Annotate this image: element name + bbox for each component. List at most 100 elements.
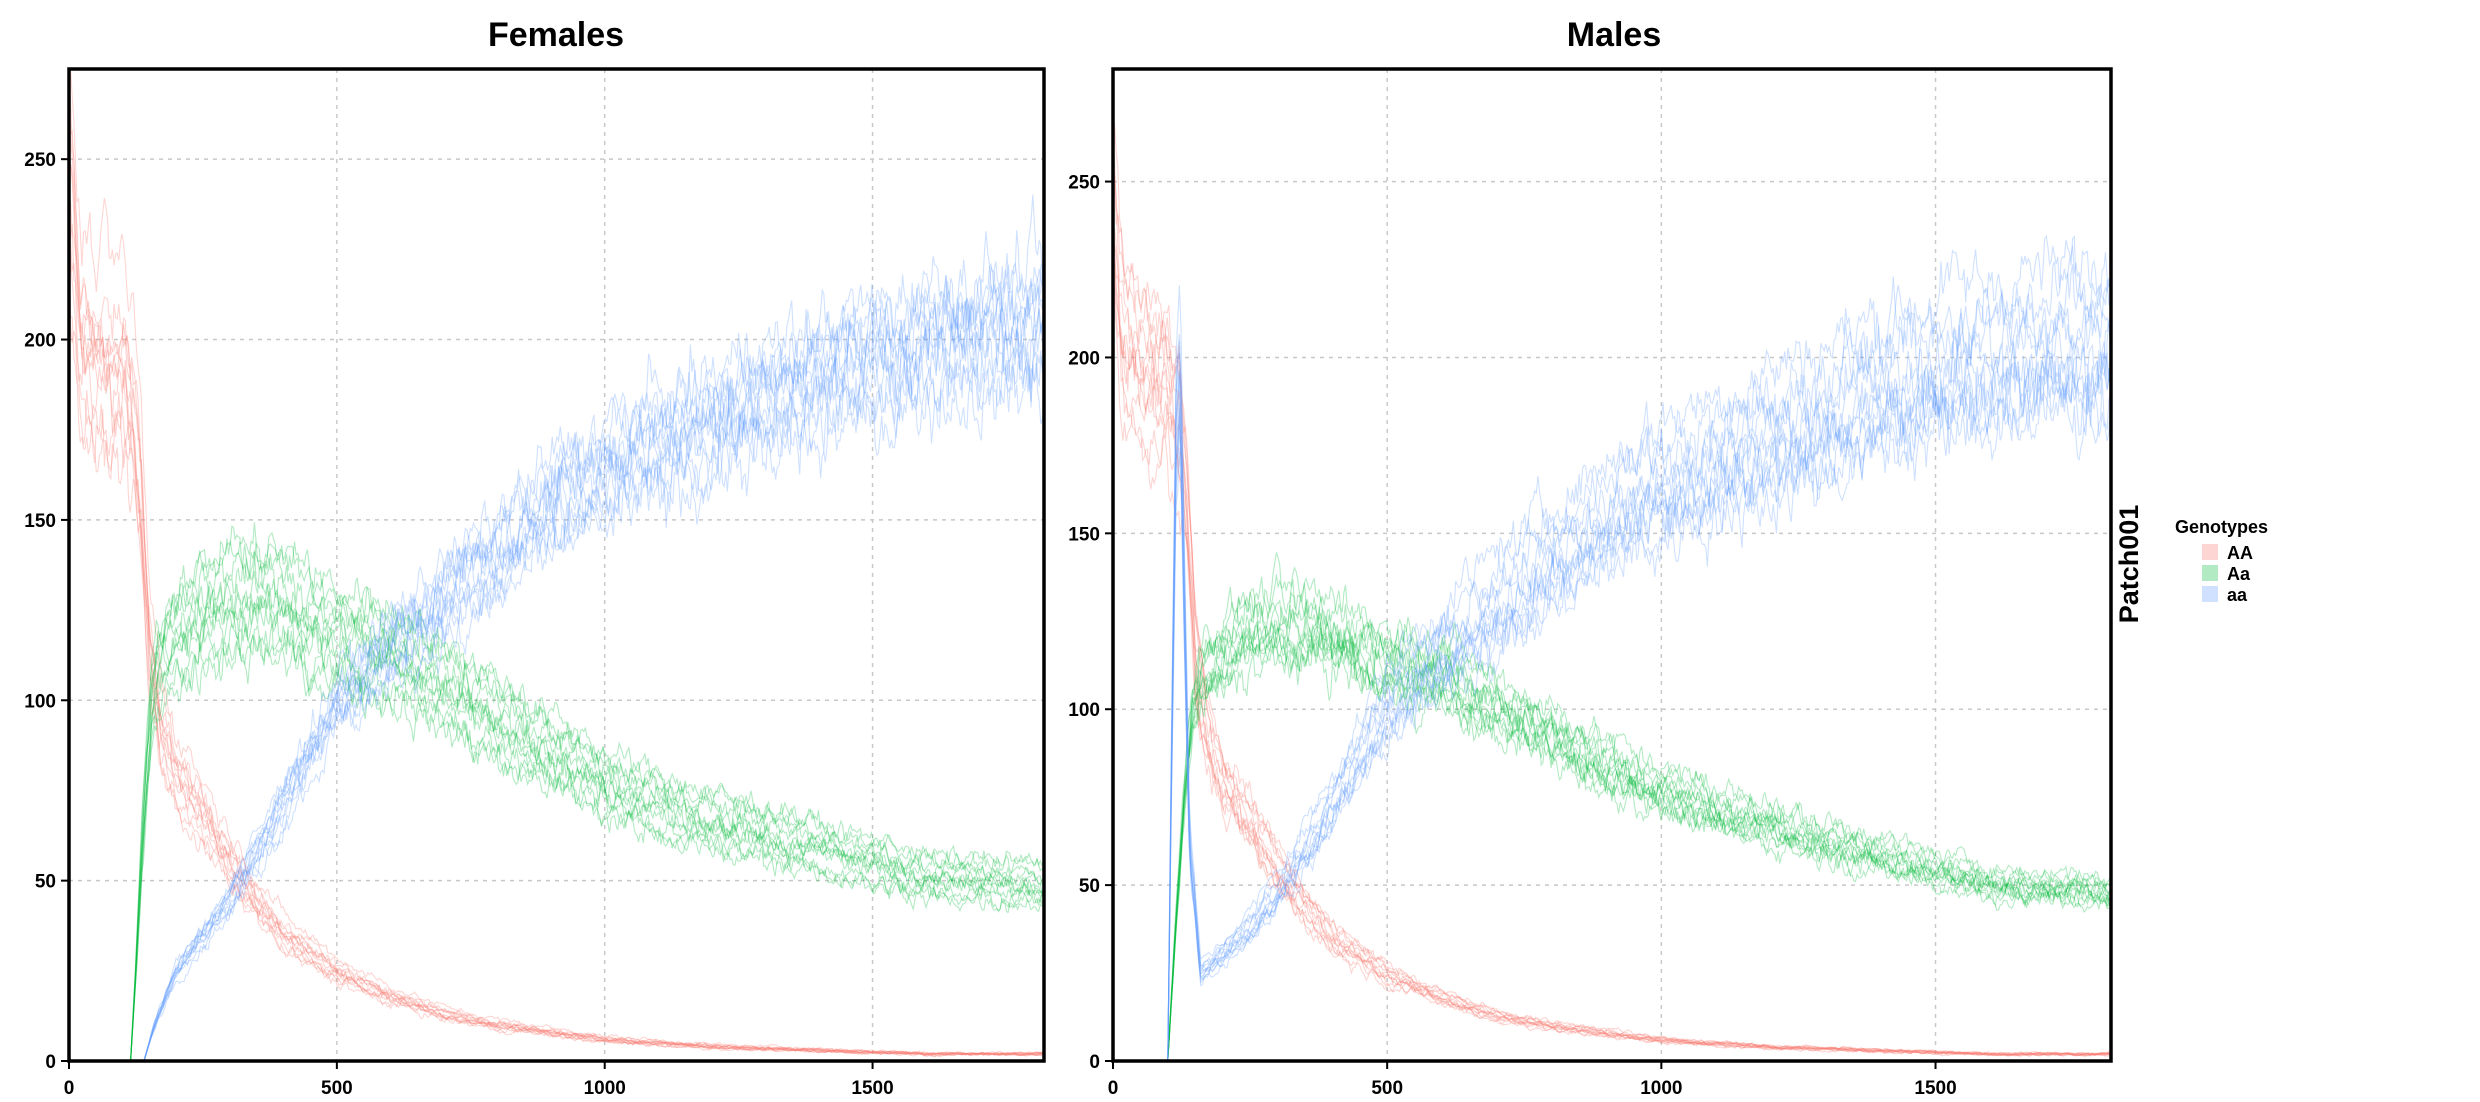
series-Aa bbox=[130, 522, 1044, 1061]
y-tick-label: 150 bbox=[24, 511, 56, 532]
series-line-AA bbox=[1113, 214, 2110, 1057]
series-line-aa bbox=[1167, 324, 2111, 1061]
legend-swatch bbox=[2202, 565, 2218, 581]
plot-frame bbox=[1111, 67, 2113, 1063]
series-line-Aa bbox=[1167, 604, 2111, 1061]
series-aa bbox=[143, 194, 1044, 1061]
series-line-Aa bbox=[1167, 591, 2111, 1061]
legend-item-aa-homozygous-recessive: aa bbox=[2202, 585, 2248, 605]
series-line-Aa bbox=[1167, 621, 2111, 1061]
series-line-AA bbox=[1113, 242, 2111, 1057]
series-line-AA bbox=[1113, 260, 2111, 1057]
series-line-aa bbox=[143, 261, 1044, 1061]
series-line-aa bbox=[1167, 326, 2111, 1061]
series-line-aa bbox=[143, 307, 1044, 1061]
legend-swatch bbox=[2202, 544, 2218, 560]
series-line-AA bbox=[1113, 175, 2111, 1056]
series-line-Aa bbox=[1167, 622, 2111, 1061]
legend-label: Aa bbox=[2227, 564, 2251, 584]
series-line-AA bbox=[1113, 237, 2111, 1057]
series-line-AA bbox=[69, 164, 1043, 1057]
legend-label: aa bbox=[2227, 585, 2248, 605]
series-line-AA bbox=[69, 261, 1044, 1057]
series-line-aa bbox=[1167, 261, 2111, 1061]
legend-label: AA bbox=[2227, 543, 2253, 563]
x-tick-label: 500 bbox=[321, 1078, 353, 1099]
y-tick-label: 200 bbox=[1068, 348, 1100, 369]
x-tick-label: 500 bbox=[1371, 1078, 1403, 1099]
series-line-aa bbox=[143, 341, 1044, 1061]
legend-swatch bbox=[2202, 586, 2218, 602]
x-tick-label: 0 bbox=[64, 1078, 75, 1099]
series-line-Aa bbox=[130, 583, 1044, 1061]
series-line-Aa bbox=[130, 624, 1044, 1061]
series-line-aa bbox=[1167, 346, 2111, 1061]
legend: Genotypes AA Aa aa bbox=[2175, 517, 2268, 605]
series-group bbox=[1113, 124, 2111, 1061]
series-group bbox=[69, 69, 1044, 1061]
series-line-Aa bbox=[130, 544, 1044, 1061]
y-tick-label: 100 bbox=[24, 691, 56, 712]
y-tick-label: 200 bbox=[24, 331, 56, 352]
series-line-Aa bbox=[1167, 627, 2111, 1061]
series-line-Aa bbox=[130, 629, 1044, 1061]
series-line-Aa bbox=[1167, 627, 2111, 1061]
x-tick-label: 1000 bbox=[584, 1078, 626, 1099]
series-line-AA bbox=[69, 192, 1044, 1056]
series-line-Aa bbox=[1167, 574, 2111, 1061]
panel-title: Males bbox=[1567, 16, 1662, 54]
series-line-Aa bbox=[130, 522, 1044, 1061]
x-tick-label: 0 bbox=[1108, 1078, 1119, 1099]
panel-females: Females 0 500 1000 1500 0 50 100 150 200 250 bbox=[24, 16, 1046, 1099]
series-line-Aa bbox=[130, 611, 1044, 1061]
series-aa bbox=[1167, 234, 2111, 1061]
series-line-AA bbox=[70, 69, 1043, 1055]
series-line-AA bbox=[69, 139, 1044, 1056]
y-tick-label: 150 bbox=[1068, 524, 1100, 545]
y-tick-label: 0 bbox=[1089, 1052, 1100, 1073]
series-line-aa bbox=[143, 319, 1044, 1061]
y-tick-label: 0 bbox=[45, 1052, 56, 1073]
series-AA bbox=[1113, 124, 2111, 1057]
series-line-Aa bbox=[1167, 619, 2111, 1061]
series-line-AA bbox=[69, 103, 1043, 1057]
series-line-aa bbox=[143, 291, 1044, 1061]
series-line-Aa bbox=[1167, 593, 2111, 1061]
x-tick-label: 1500 bbox=[851, 1078, 893, 1099]
series-line-AA bbox=[1113, 139, 2111, 1056]
panel-males: Males 0 500 1000 1500 0 50 100 150 200 250 bbox=[1068, 16, 2113, 1099]
series-line-AA bbox=[1113, 124, 2110, 1056]
series-line-aa bbox=[143, 262, 1044, 1061]
series-line-Aa bbox=[130, 594, 1044, 1061]
series-line-aa bbox=[143, 255, 1044, 1061]
y-tick-label: 250 bbox=[1068, 173, 1100, 194]
series-AA bbox=[69, 69, 1044, 1058]
series-line-AA bbox=[69, 88, 1044, 1056]
series-Aa bbox=[1167, 552, 2111, 1061]
legend-item-aa-homozygous-dominant: AA bbox=[2202, 543, 2253, 563]
series-line-aa bbox=[1167, 334, 2111, 1061]
series-line-AA bbox=[69, 289, 1044, 1058]
y-tick-label: 100 bbox=[1068, 700, 1100, 721]
y-tick-label: 50 bbox=[1079, 876, 1100, 897]
legend-item-aa-heterozygous: Aa bbox=[2202, 564, 2251, 584]
series-line-AA bbox=[69, 115, 1043, 1056]
series-line-AA bbox=[1113, 225, 2111, 1056]
y-tick-label: 250 bbox=[24, 150, 56, 171]
series-line-aa bbox=[143, 280, 1044, 1061]
x-tick-label: 1500 bbox=[1914, 1078, 1956, 1099]
series-line-aa bbox=[1167, 234, 2111, 1061]
series-line-AA bbox=[1113, 162, 2111, 1057]
series-line-AA bbox=[1113, 252, 2110, 1057]
series-line-Aa bbox=[130, 524, 1044, 1061]
series-line-aa bbox=[143, 268, 1044, 1061]
series-line-AA bbox=[69, 192, 1043, 1057]
y-tick-label: 50 bbox=[35, 872, 56, 893]
series-line-aa bbox=[143, 194, 1044, 1061]
x-tick-label: 1000 bbox=[1640, 1078, 1682, 1099]
series-line-aa bbox=[1167, 299, 2111, 1061]
series-line-Aa bbox=[1167, 625, 2111, 1061]
legend-title: Genotypes bbox=[2175, 517, 2268, 537]
series-line-Aa bbox=[1167, 598, 2111, 1061]
